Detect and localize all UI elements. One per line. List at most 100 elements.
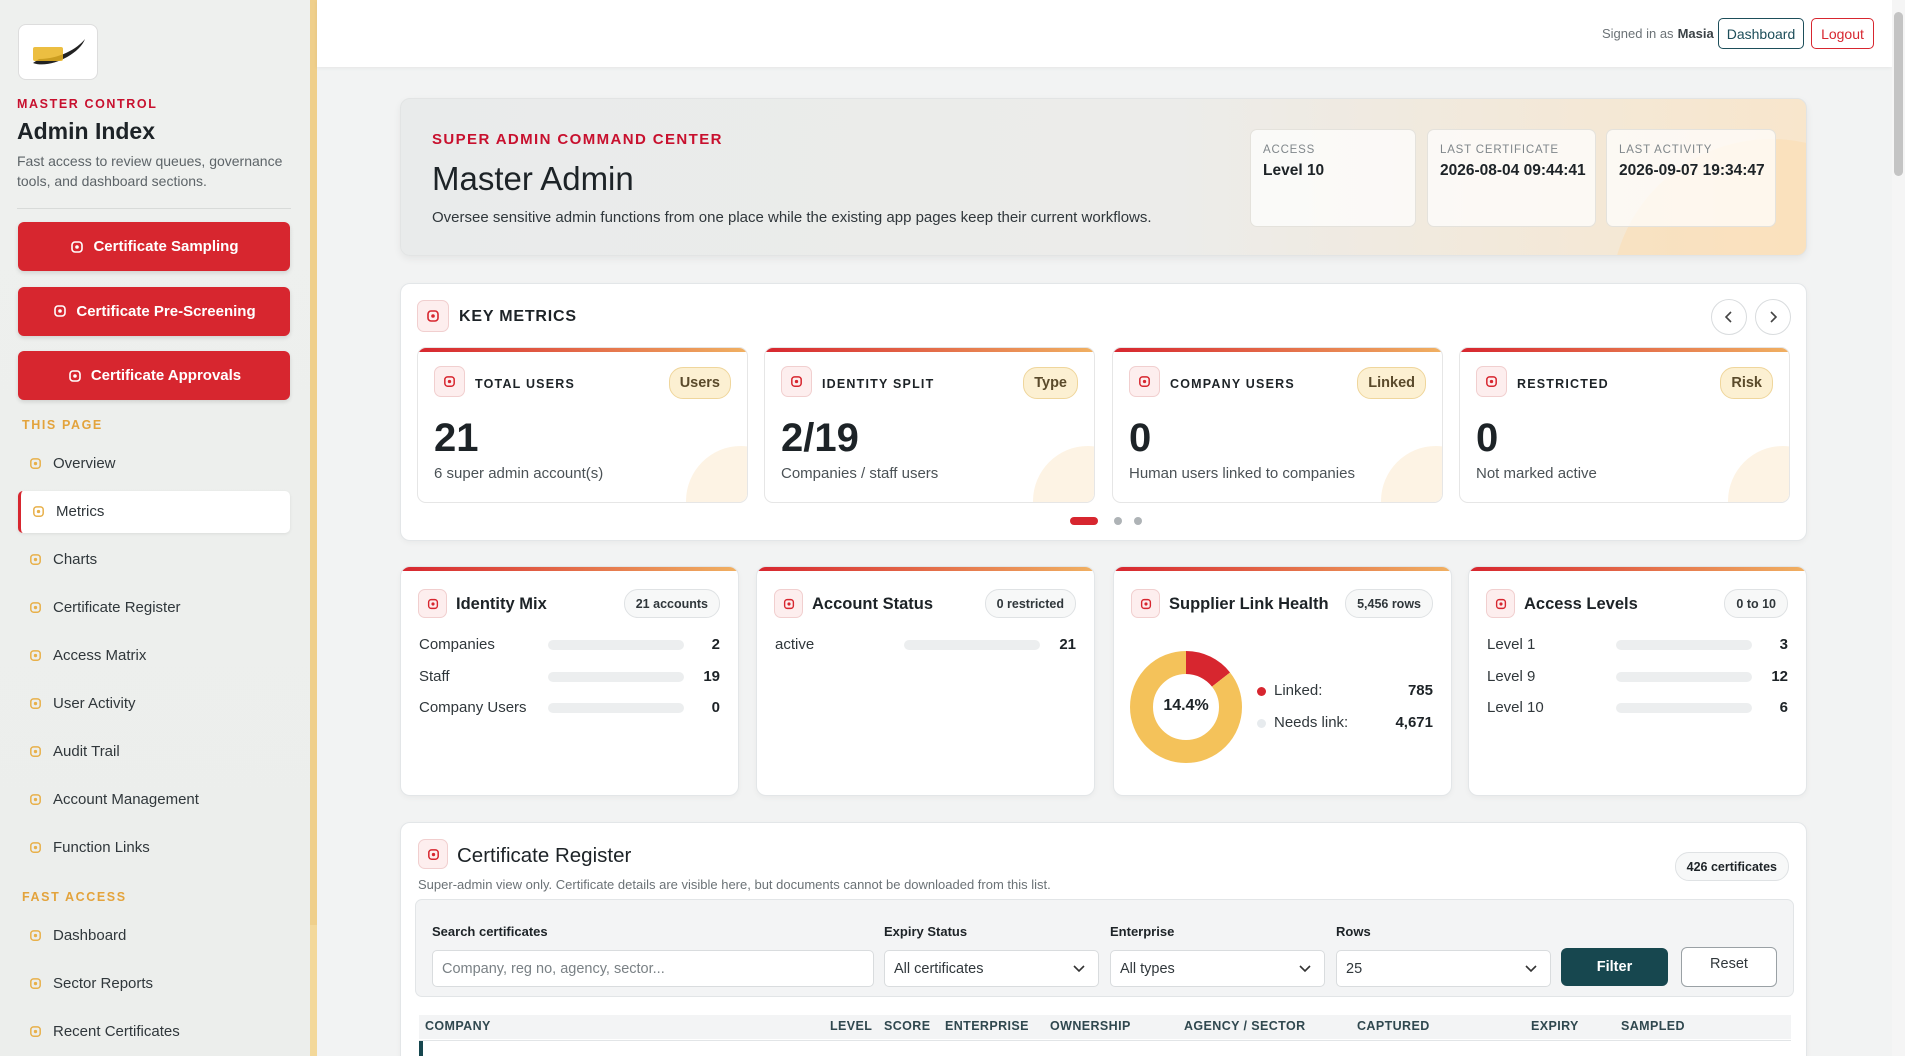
legend-value: 4,671 [1395,713,1433,731]
metric-value: 0 [1129,416,1152,460]
chevron-icon [1073,965,1085,973]
row-value: 3 [1779,636,1788,653]
signed-in-user: Masia [1677,26,1714,41]
nav-link[interactable]: Overview [18,443,290,485]
select-value: All types [1120,961,1175,977]
panel-badge: 0 to 10 [1724,589,1788,618]
donut [1130,651,1242,763]
metric-decoration [1728,446,1789,502]
page-scrollbar [1892,0,1905,1056]
nav-link-label: Certificate Register [53,599,181,616]
next-button[interactable] [1755,299,1791,335]
nav-button[interactable]: Certificate Approvals [18,351,290,400]
metric-label: TOTAL USERS [475,377,576,391]
donut-segment [1130,651,1242,763]
icon [1495,598,1506,609]
panel-accent [401,567,738,571]
legend-dot [1257,718,1266,728]
hero-eyebrow: SUPER ADMIN COMMAND CENTER [432,131,723,148]
sidebar-title: Admin Index [17,118,156,144]
top-bar: Signed in as Masia Dashboard Logout [317,0,1892,67]
carousel-dot[interactable] [1134,517,1142,525]
row-track [904,640,1040,650]
nav-link-label: Account Management [53,791,199,808]
icon [1140,598,1151,609]
nav-link[interactable]: Dashboard [18,915,290,957]
icon [791,376,802,387]
filter-button[interactable]: Filter [1561,948,1668,986]
panel-badge: 21 accounts [623,589,720,618]
nav-icon [28,1024,43,1044]
carousel-dot[interactable] [1114,517,1122,525]
nav-link[interactable]: Recent Certificates [18,1011,290,1053]
nav-icon [28,552,43,572]
icon [54,305,67,317]
nav-icon [28,456,43,476]
chevron [1072,962,1086,981]
row-track [1616,640,1752,650]
nav-button[interactable]: Certificate Pre-Screening [18,286,290,336]
legend-label: Linked: [1274,682,1323,699]
nav-link[interactable]: User Activity [18,683,290,725]
metric-card: RESTRICTED Risk 0 Not marked active [1459,347,1790,503]
select[interactable]: All certificates [884,950,1099,987]
table-header-band [419,1015,1791,1039]
filter-label: Rows [1336,924,1371,939]
nav-button[interactable]: Certificate Sampling [18,222,290,271]
search-input[interactable]: Company, reg no, agency, sector... [432,950,874,987]
panel-icon [774,589,803,618]
select-value: All certificates [894,961,984,977]
nav-link[interactable]: Sector Reports [18,963,290,1005]
nav-button-label: Certificate Approvals [90,367,242,384]
filter-label: Enterprise [1110,924,1175,939]
sidebar-description: Fast access to review queues, governance… [17,153,283,189]
row-label: Staff [419,667,450,685]
nav-link-label: User Activity [53,695,136,712]
metric-accent [1460,348,1789,352]
metric-badge: Users [668,367,731,399]
row-value: 2 [711,636,720,653]
nav-link[interactable]: Audit Trail [18,731,290,773]
hero-card: SUPER ADMIN COMMAND CENTER Master Admin Ov… [400,98,1807,256]
column-header: SCORE [884,1019,931,1033]
metric-value: 21 [434,416,479,460]
row-track [548,640,684,650]
row-value: 12 [1771,667,1788,685]
metric-card: IDENTITY SPLIT Type 2/19 Companies / staff … [764,347,1095,503]
legend-value: 785 [1407,682,1433,699]
divider [17,208,291,209]
nav-link[interactable]: Function Links [18,827,290,869]
select[interactable]: 25 [1336,950,1551,987]
key-metrics-title: KEY METRICS [459,308,577,325]
select[interactable]: All types [1110,950,1325,987]
top-button[interactable]: Logout [1811,18,1874,49]
panel-accent [1114,567,1451,571]
carousel-dot[interactable] [1070,517,1098,525]
nav-link[interactable]: Access Matrix [18,635,290,677]
nav-link[interactable]: Charts [18,539,290,581]
metric-icon [1129,366,1160,397]
register-badge: 426 certificates [1674,852,1789,881]
nav-button-label: Certificate Pre-Screening [76,302,256,320]
nav-link-label: Dashboard [53,927,127,944]
panel-accent [1469,567,1806,571]
top-button[interactable]: Dashboard [1718,18,1804,49]
nav-link[interactable]: Account Management [18,779,290,821]
metric-badge: Risk [1720,367,1773,399]
nav-link[interactable]: Certificate Register [18,587,290,629]
panel-badge: 5,456 rows [1345,589,1433,618]
icon [30,1026,41,1037]
prev-button[interactable] [1711,299,1747,335]
chevron-icon [1299,965,1311,973]
metric-label: RESTRICTED [1517,377,1609,391]
panel-badge: 0 restricted [984,589,1076,618]
icon [30,554,41,565]
panel-accent [757,567,1094,571]
hero-stat: LAST ACTIVITY 2026-09-07 19:34:47 [1606,129,1776,227]
row-value: 21 [1059,636,1076,653]
metric-card: TOTAL USERS Users 21 6 super admin account(… [417,347,748,503]
icon [427,598,438,609]
reset-button[interactable]: Reset [1681,947,1777,987]
metric-badge: Type [1023,367,1078,399]
nav-link[interactable]: Metrics [18,491,290,533]
